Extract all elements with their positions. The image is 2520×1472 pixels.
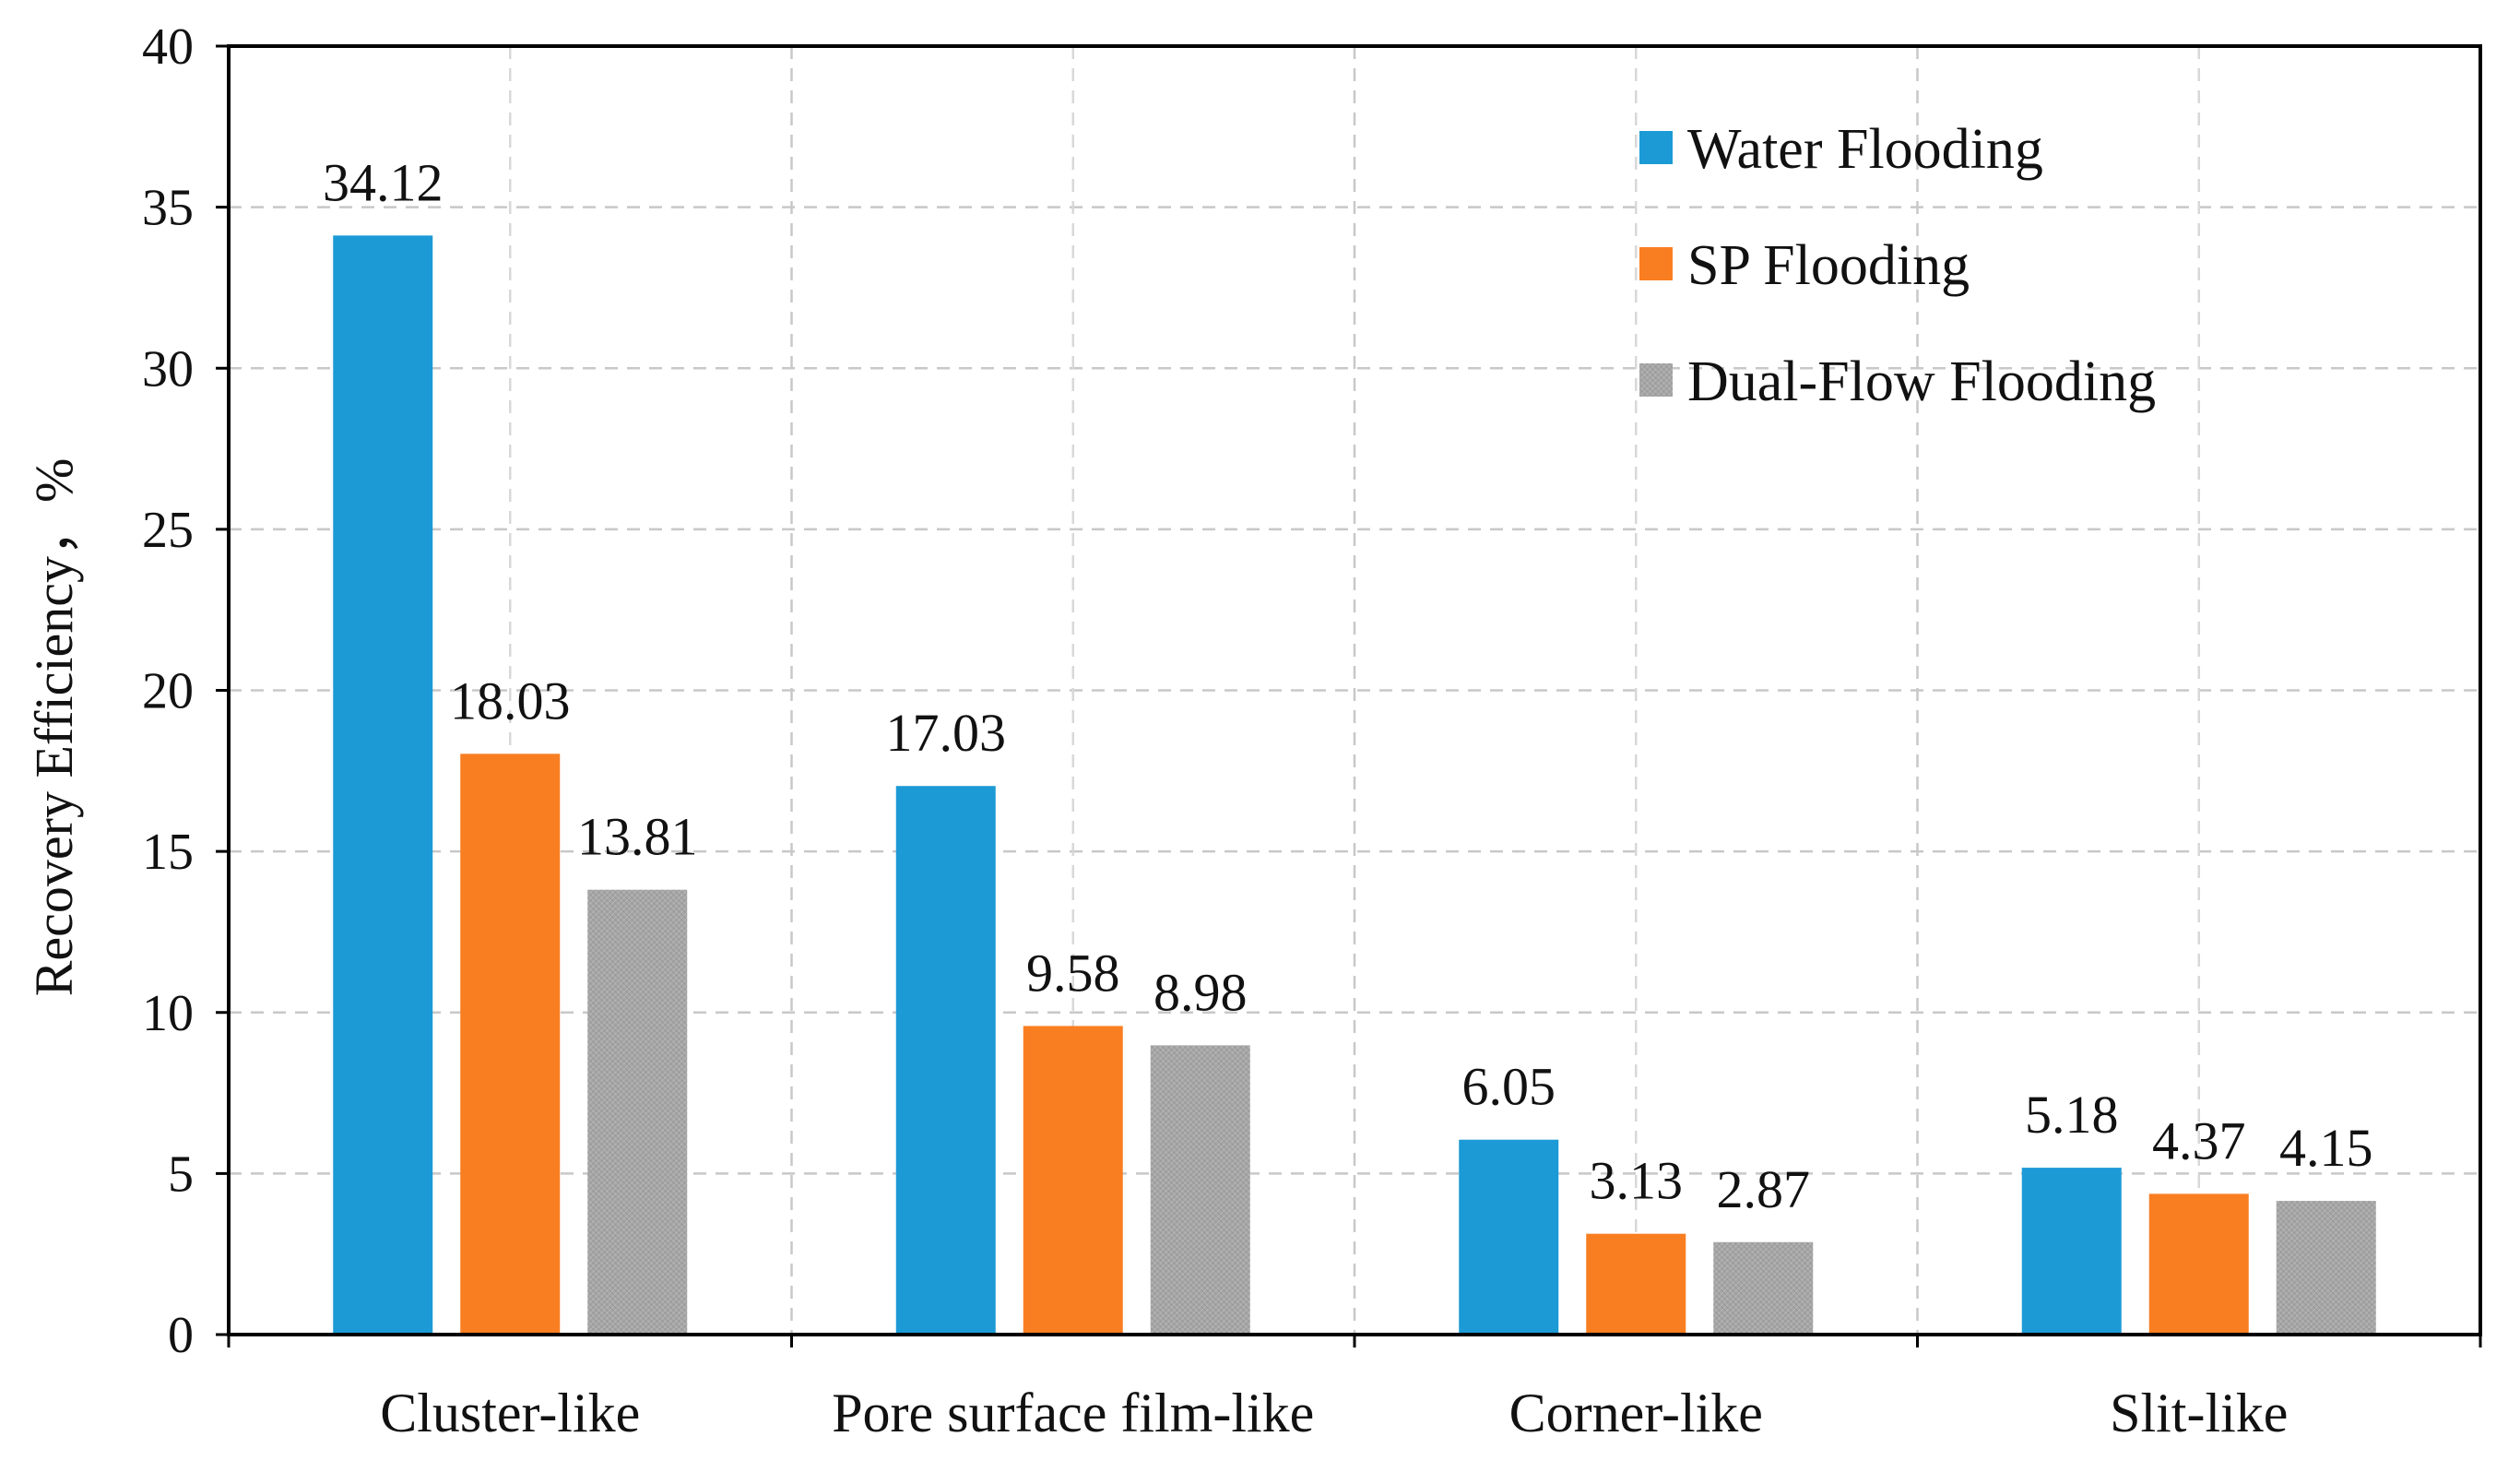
legend-swatch-1 xyxy=(1639,247,1673,280)
bar-dual-flow-flooding-0 xyxy=(587,889,688,1335)
bar-water-flooding-0 xyxy=(333,235,433,1335)
legend: Water Flooding SP Flooding Dual-Flow Flood… xyxy=(1639,118,2156,413)
bar-dual-flow-flooding-1 xyxy=(1150,1045,1250,1335)
y-tick-label-40: 40 xyxy=(142,18,194,76)
y-tick-label-25: 25 xyxy=(142,502,194,559)
data-label-0-1: 17.03 xyxy=(886,703,1007,763)
data-label-1-0: 18.03 xyxy=(450,671,571,730)
y-axis-title: Recovery Efficiency，% xyxy=(24,458,84,997)
legend-swatch-0 xyxy=(1639,131,1673,164)
data-label-1-1: 9.58 xyxy=(1026,943,1120,1003)
y-tick-label-30: 30 xyxy=(142,340,194,398)
legend-label-1: SP Flooding xyxy=(1687,234,1970,297)
data-label-2-1: 8.98 xyxy=(1154,962,1248,1022)
bar-sp-flooding-3 xyxy=(2148,1193,2249,1335)
y-tick-label-0: 0 xyxy=(168,1307,194,1364)
data-label-0-2: 6.05 xyxy=(1462,1057,1556,1117)
y-tick-label-15: 15 xyxy=(142,824,194,881)
category-label-3: Slit-like xyxy=(2110,1383,2288,1443)
data-label-1-2: 3.13 xyxy=(1590,1151,1684,1211)
y-tick-label-10: 10 xyxy=(142,985,194,1042)
legend-swatch-2 xyxy=(1639,363,1673,397)
legend-label-2: Dual-Flow Flooding xyxy=(1687,350,2156,413)
data-label-2-0: 13.81 xyxy=(577,807,698,867)
data-label-0-0: 34.12 xyxy=(323,152,444,212)
data-label-0-3: 5.18 xyxy=(2025,1085,2119,1145)
y-tick-label-5: 5 xyxy=(168,1146,194,1203)
category-label-1: Pore surface film-like xyxy=(832,1383,1314,1443)
axes xyxy=(216,44,2482,1347)
labels: 34.12 17.03 6.05 5.18 18.03 9.58 3.13 4.37 13.81… xyxy=(24,18,2373,1443)
category-label-0: Cluster-like xyxy=(380,1383,640,1443)
data-label-2-3: 4.15 xyxy=(2279,1118,2373,1178)
bar-sp-flooding-0 xyxy=(460,754,561,1335)
bar-sp-flooding-2 xyxy=(1586,1233,1686,1335)
bars xyxy=(333,235,2376,1335)
data-label-2-2: 2.87 xyxy=(1717,1159,1811,1219)
bar-water-flooding-2 xyxy=(1459,1139,1559,1335)
bar-water-flooding-1 xyxy=(895,786,996,1335)
y-tick-label-20: 20 xyxy=(142,663,194,720)
legend-label-0: Water Flooding xyxy=(1687,118,2043,181)
bar-water-flooding-3 xyxy=(2021,1168,2122,1335)
data-label-1-3: 4.37 xyxy=(2152,1110,2246,1170)
bar-sp-flooding-1 xyxy=(1023,1026,1123,1335)
bar-dual-flow-flooding-3 xyxy=(2276,1201,2376,1335)
y-tick-label-35: 35 xyxy=(142,180,194,237)
bar-dual-flow-flooding-2 xyxy=(1713,1241,1814,1335)
category-label-2: Corner-like xyxy=(1509,1383,1763,1443)
